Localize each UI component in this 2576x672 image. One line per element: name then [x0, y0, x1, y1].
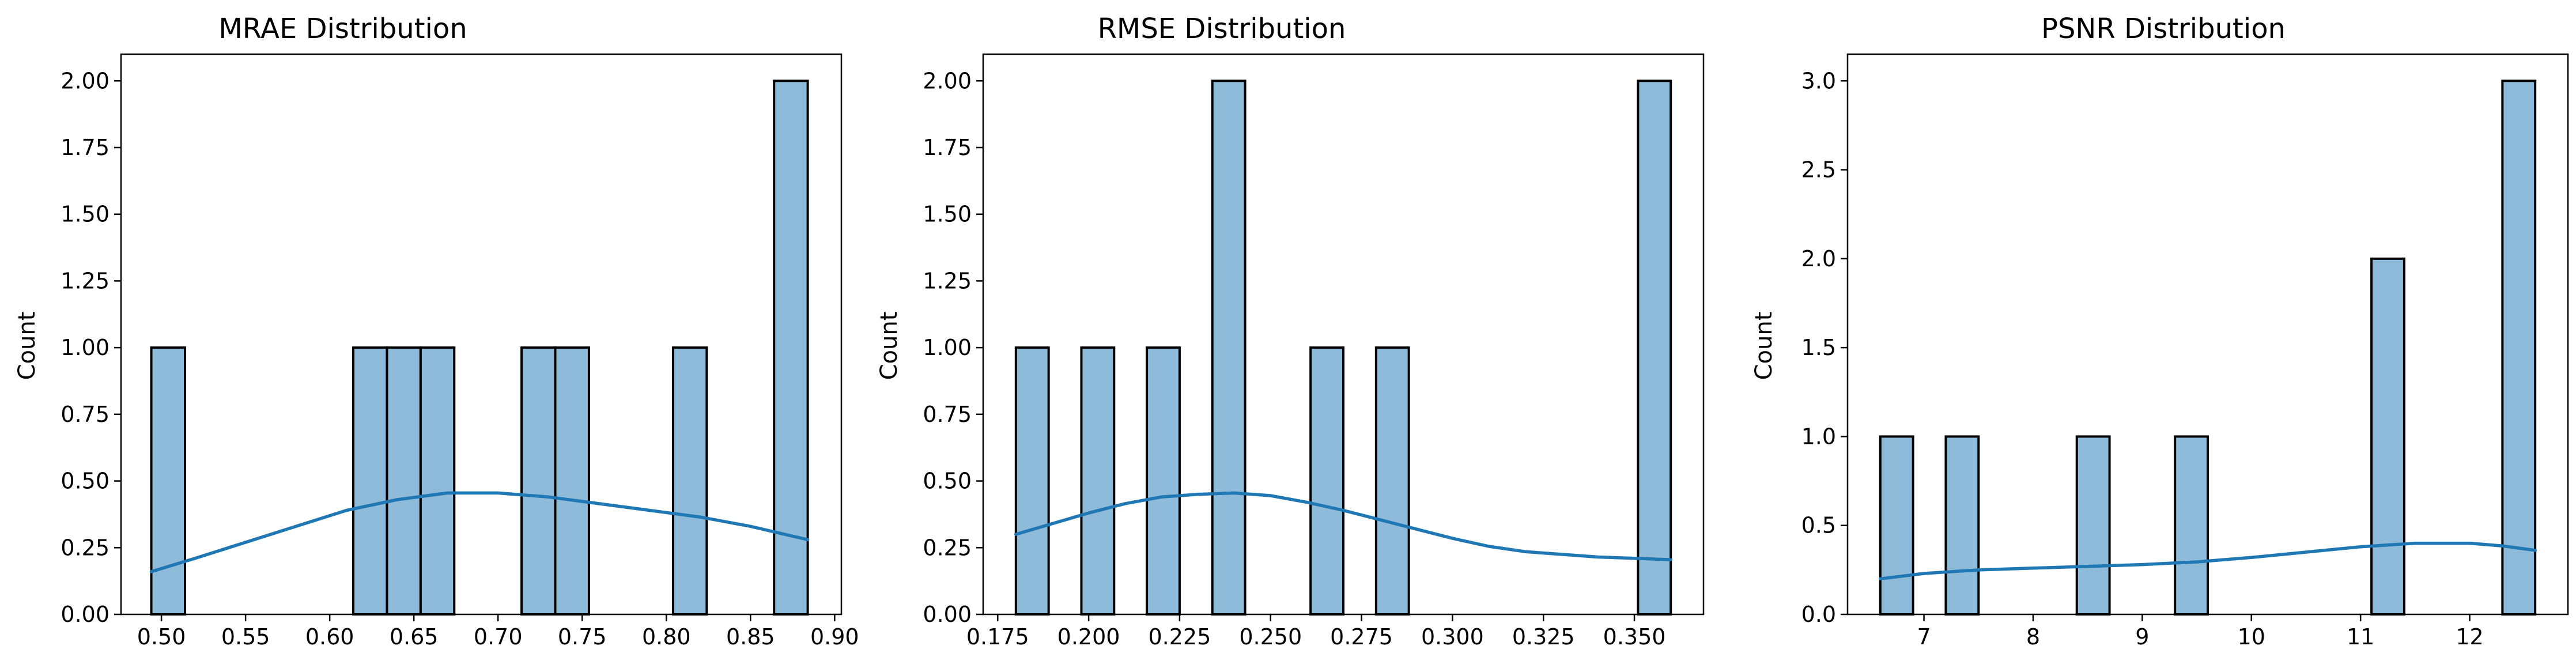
mrae-bar-7	[773, 80, 809, 616]
mrae-x-tick-label: 0.75	[558, 624, 607, 650]
rmse-bar-3	[1211, 80, 1247, 616]
psnr-y-tick-label: 0.5	[1801, 513, 1836, 538]
psnr-x-tick-label: 12	[2456, 624, 2483, 650]
mrae-bar-5	[554, 346, 590, 616]
mrae-x-tick-label: 0.70	[474, 624, 523, 650]
mrae-axis-ticks: 0.50 0.55 0.60 0.65 0.70 0.75 0.80 0.85 0.90 0.00…	[61, 68, 859, 650]
rmse-axis-ticks: 0.175 0.200 0.225 0.250 0.275 0.300 0.325 0.350…	[923, 68, 1665, 650]
mrae-y-tick-label: 0.25	[61, 535, 109, 560]
mrae-y-tick-label: 0.00	[61, 602, 109, 627]
psnr-x-tick-label: 9	[2135, 624, 2149, 650]
mrae-y-tick-label: 1.25	[61, 268, 109, 293]
mrae-x-tick-label: 0.50	[137, 624, 186, 650]
psnr-chart: PSNR Distribution Count 7 8 9 10 11 12 0.0 0.5 1…	[1751, 13, 2569, 650]
mrae-bar-0	[150, 346, 186, 616]
mrae-plot-frame	[120, 53, 843, 616]
psnr-y-axis-label: Count	[1751, 312, 1777, 380]
mrae-x-tick-label: 0.80	[642, 624, 691, 650]
mrae-bar-6	[671, 346, 708, 616]
mrae-x-tick-label: 0.60	[305, 624, 354, 650]
mrae-bar-2	[386, 346, 422, 616]
rmse-x-tick-label: 0.225	[1149, 624, 1211, 650]
psnr-x-tick-label: 7	[1917, 624, 1931, 650]
rmse-x-tick-label: 0.200	[1057, 624, 1120, 650]
mrae-kde-line	[149, 491, 810, 573]
rmse-y-tick-label: 0.50	[923, 469, 972, 494]
rmse-x-tick-label: 0.175	[966, 624, 1029, 650]
rmse-x-tick-label: 0.275	[1330, 624, 1393, 650]
rmse-y-axis-label: Count	[876, 312, 902, 380]
rmse-y-tick-label: 1.00	[923, 335, 972, 360]
rmse-x-tick-label: 0.325	[1512, 624, 1575, 650]
psnr-y-tick-label: 3.0	[1801, 68, 1836, 93]
psnr-axis-ticks: 7 8 9 10 11 12 0.0 0.5 1.0 1.5 2.0 2.5 3.0	[1801, 68, 2484, 650]
psnr-x-tick-label: 8	[2026, 624, 2040, 650]
mrae-x-tick-label: 0.85	[726, 624, 775, 650]
psnr-bar-4	[2370, 257, 2405, 616]
mrae-bar-1	[352, 346, 388, 616]
rmse-x-tick-label: 0.300	[1421, 624, 1484, 650]
rmse-y-tick-label: 1.50	[923, 202, 972, 227]
psnr-plot-frame	[1846, 53, 2569, 616]
rmse-y-tick-label: 2.00	[923, 68, 972, 93]
mrae-y-axis-label: Count	[14, 312, 40, 380]
rmse-x-tick-label: 0.350	[1603, 624, 1666, 650]
psnr-kde-line	[1879, 541, 2537, 581]
rmse-y-tick-label: 1.25	[923, 268, 972, 293]
rmse-bar-0	[1014, 346, 1050, 616]
psnr-y-tick-label: 1.5	[1801, 335, 1836, 360]
rmse-chart: RMSE Distribution Count 0.175 0.200 0.225 0…	[876, 13, 1705, 650]
psnr-histogram-bars	[1879, 80, 2537, 616]
psnr-chart-title: PSNR Distribution	[2041, 13, 2286, 45]
mrae-histogram-bars	[150, 80, 809, 616]
rmse-y-tick-label: 1.75	[923, 135, 972, 160]
mrae-y-tick-label: 0.75	[61, 402, 109, 427]
mrae-bar-3	[419, 346, 456, 616]
psnr-x-tick-label: 10	[2238, 624, 2265, 650]
psnr-bar-5	[2501, 80, 2537, 616]
rmse-x-tick-label: 0.250	[1239, 624, 1302, 650]
rmse-y-tick-label: 0.00	[923, 602, 972, 627]
rmse-y-tick-label: 0.25	[923, 535, 972, 560]
psnr-y-tick-label: 2.0	[1801, 246, 1836, 271]
mrae-y-tick-label: 1.75	[61, 135, 109, 160]
rmse-plot-frame	[982, 53, 1705, 616]
mrae-chart-title: MRAE Distribution	[218, 13, 467, 45]
mrae-x-tick-label: 0.65	[390, 624, 439, 650]
psnr-x-tick-label: 11	[2347, 624, 2374, 650]
psnr-bar-0	[1879, 435, 1914, 616]
rmse-kde-line	[1014, 491, 1672, 561]
rmse-bar-1	[1080, 346, 1116, 616]
rmse-bar-2	[1146, 346, 1181, 616]
mrae-bar-4	[520, 346, 557, 616]
psnr-y-tick-label: 2.5	[1801, 157, 1836, 183]
psnr-y-tick-label: 0.0	[1801, 602, 1836, 627]
mrae-x-tick-label: 0.90	[810, 624, 859, 650]
rmse-bar-5	[1374, 346, 1410, 616]
rmse-bar-6	[1637, 80, 1672, 616]
mrae-y-tick-label: 1.50	[61, 202, 109, 227]
mrae-chart: MRAE Distribution Count 0.50 0.55 0.60 0.65…	[14, 13, 859, 650]
mrae-y-tick-label: 2.00	[61, 68, 109, 93]
psnr-bar-2	[2075, 435, 2111, 616]
psnr-bar-1	[1944, 435, 1980, 616]
mrae-y-tick-label: 1.00	[61, 335, 109, 360]
psnr-y-tick-label: 1.0	[1801, 424, 1836, 449]
rmse-chart-title: RMSE Distribution	[1098, 13, 1346, 45]
mrae-x-tick-label: 0.55	[221, 624, 270, 650]
rmse-y-tick-label: 0.75	[923, 402, 972, 427]
psnr-bar-3	[2174, 435, 2209, 616]
mrae-y-tick-label: 0.50	[61, 469, 109, 494]
rmse-bar-4	[1309, 346, 1345, 616]
